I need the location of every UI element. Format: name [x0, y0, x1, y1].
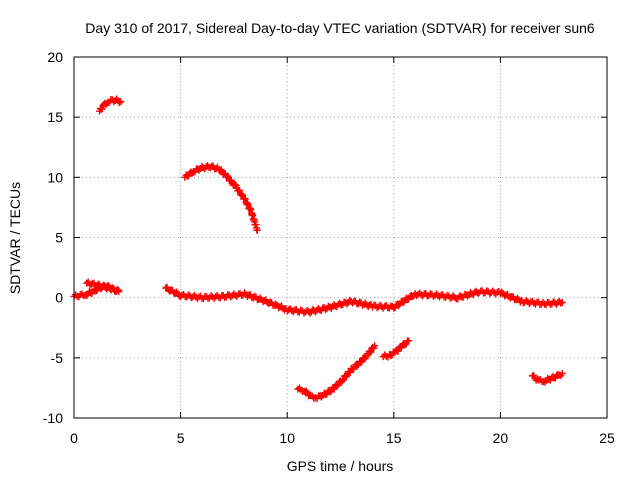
data-point	[113, 286, 121, 294]
y-tick-label: -5	[51, 350, 64, 366]
series-segment-7	[528, 369, 566, 386]
y-tick-label: 20	[47, 49, 63, 65]
data-points	[70, 95, 566, 403]
data-point	[117, 98, 125, 106]
data-point	[115, 286, 123, 294]
data-point	[227, 293, 235, 301]
data-point	[241, 195, 249, 203]
plot-frame	[73, 56, 608, 419]
x-tick-label: 20	[493, 430, 509, 446]
data-point	[339, 376, 347, 384]
x-tick-label: 5	[177, 430, 185, 446]
data-point	[243, 199, 251, 207]
data-point	[530, 299, 538, 307]
data-point	[98, 105, 106, 113]
data-point	[272, 300, 280, 308]
y-axis-label: SDTVAR / TECUs	[7, 182, 23, 294]
data-point	[173, 288, 181, 296]
y-tick-label: 15	[47, 109, 63, 125]
data-point	[115, 99, 123, 107]
data-point	[449, 292, 457, 300]
x-tick-label: 0	[70, 430, 78, 446]
data-point	[558, 369, 566, 377]
data-point	[401, 341, 409, 349]
data-point	[288, 307, 296, 315]
data-point	[190, 291, 198, 299]
data-point	[513, 294, 521, 302]
series-segment-3b	[83, 278, 123, 295]
data-point	[253, 226, 261, 234]
x-tick-label: 10	[279, 430, 295, 446]
chart-title: Day 310 of 2017, Sidereal Day-to-day VTE…	[85, 20, 595, 36]
x-tick-label: 15	[386, 430, 402, 446]
data-point	[112, 287, 120, 295]
data-point	[353, 362, 361, 370]
data-point	[376, 301, 384, 309]
data-point	[195, 293, 203, 301]
data-point	[558, 298, 566, 306]
data-point	[214, 163, 222, 171]
y-tick-label: 0	[55, 290, 63, 306]
data-point	[366, 349, 374, 357]
data-point	[246, 204, 254, 212]
data-point	[307, 391, 315, 399]
data-point	[215, 293, 223, 301]
data-point	[231, 181, 239, 189]
axis-ticks: 0 5 10 15 20 25 -10 -5 0 5 10 15 20	[43, 49, 615, 446]
data-point	[231, 291, 239, 299]
x-axis-label: GPS time / hours	[287, 458, 394, 474]
series-segment-4	[162, 283, 566, 317]
grid	[74, 57, 607, 418]
data-point	[326, 388, 334, 396]
y-tick-label: 5	[55, 230, 63, 246]
data-point	[381, 302, 389, 310]
series-segment-1	[96, 95, 125, 115]
data-point	[76, 291, 84, 299]
data-point	[330, 385, 338, 393]
data-point	[405, 337, 413, 345]
y-tick-label: 10	[47, 169, 63, 185]
series-segment-6	[379, 337, 413, 361]
data-point	[234, 290, 242, 298]
series-segment-2	[181, 162, 261, 234]
data-point	[317, 393, 325, 401]
data-point	[297, 386, 305, 394]
data-point	[333, 382, 341, 390]
data-point	[294, 385, 302, 393]
data-point	[417, 291, 425, 299]
data-point	[387, 352, 395, 360]
x-tick-label: 25	[599, 430, 615, 446]
data-point	[527, 298, 535, 306]
data-point	[395, 301, 403, 309]
data-point	[522, 296, 530, 304]
data-point	[238, 190, 246, 198]
y-tick-label: -10	[43, 410, 63, 426]
data-point	[371, 342, 379, 350]
data-point	[235, 186, 243, 194]
series-segment-5	[294, 342, 379, 403]
